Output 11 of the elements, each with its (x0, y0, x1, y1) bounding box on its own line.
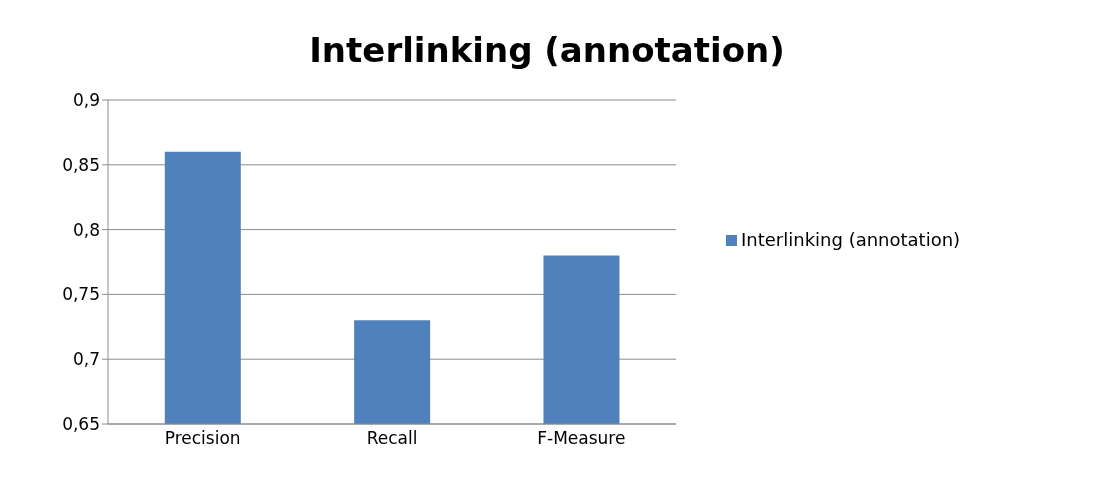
x-tick-label: Precision (164, 428, 241, 449)
y-tick-label: 0,75 (62, 284, 100, 305)
y-tick-label: 0,85 (62, 154, 100, 175)
y-tick-label: 0,65 (62, 414, 100, 435)
y-tick-label: 0,8 (72, 219, 100, 240)
x-tick-label: F-Measure (537, 428, 626, 449)
y-tick-label: 0,9 (72, 90, 100, 111)
x-tick-label: Recall (366, 428, 418, 449)
chart-title: Interlinking (annotation) (308, 30, 786, 70)
legend-label: Interlinking (annotation) (741, 228, 961, 250)
y-tick-label: 0,7 (72, 349, 100, 370)
